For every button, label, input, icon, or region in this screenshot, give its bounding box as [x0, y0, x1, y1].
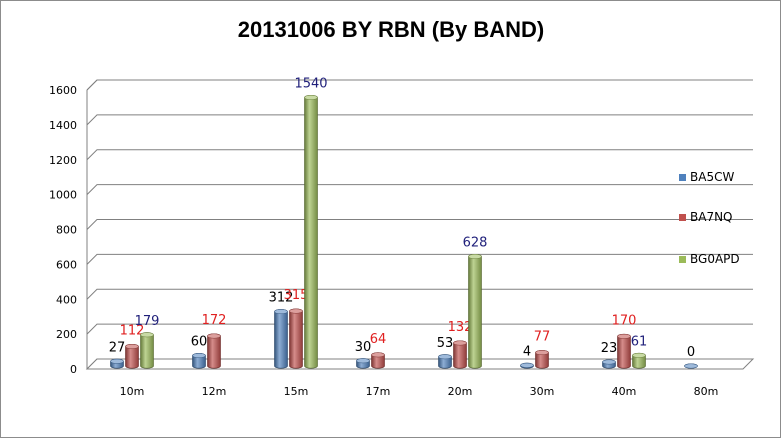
gridline — [86, 184, 753, 195]
bar-top — [207, 333, 221, 339]
y-tick-label: 1400 — [49, 119, 77, 132]
x-tick-label: 10m — [120, 385, 145, 398]
bar — [274, 309, 288, 369]
legend-label: BA5CW — [690, 170, 734, 184]
legend-label: BA7NQ — [690, 210, 733, 224]
y-tick-label: 1600 — [49, 84, 77, 97]
gridline — [86, 149, 753, 161]
y-tick-label: 200 — [56, 328, 77, 341]
bar — [468, 253, 482, 369]
bar — [207, 333, 221, 369]
bar-top — [289, 308, 303, 314]
gridline — [86, 253, 753, 265]
x-tick-label: 17m — [366, 385, 391, 398]
data-label: 179 — [135, 314, 160, 329]
bar-top — [356, 358, 370, 364]
bar-top — [453, 340, 467, 346]
data-label: 77 — [534, 330, 551, 345]
y-tick-label: 1200 — [49, 154, 77, 167]
bar-top — [371, 352, 385, 358]
gridline — [86, 114, 753, 126]
y-tick-label: 800 — [56, 224, 77, 237]
data-label: 64 — [370, 332, 387, 347]
x-tick-label: 40m — [612, 385, 637, 398]
bar-top — [468, 254, 482, 259]
bar — [304, 94, 318, 369]
chart-title: 20131006 BY RBN (By BAND) — [238, 17, 545, 42]
data-label: 4 — [523, 344, 531, 359]
bar-top — [520, 362, 534, 368]
data-label: 628 — [463, 235, 488, 250]
legend-label: BG0APD — [690, 252, 740, 266]
y-tick-label: 0 — [70, 363, 77, 376]
bar-top — [602, 359, 616, 365]
y-tick-label: 400 — [56, 293, 77, 306]
bar-top — [192, 353, 206, 358]
legend-swatch — [679, 214, 686, 221]
bar-top — [535, 350, 549, 356]
bar-top — [632, 352, 646, 358]
data-label: 23 — [601, 341, 618, 356]
y-tick-label: 1000 — [49, 189, 77, 202]
data-label: 61 — [631, 334, 648, 349]
legend-swatch — [679, 256, 686, 263]
data-label: 170 — [612, 313, 637, 328]
x-tick-label: 80m — [694, 385, 719, 398]
data-label: 0 — [687, 345, 695, 360]
bar — [140, 332, 154, 369]
data-label: 172 — [202, 313, 227, 328]
bar-top — [617, 333, 631, 339]
bar-top — [438, 354, 452, 360]
legend: BA5CW BA7NQ BG0APD — [679, 170, 740, 266]
x-tick-label: 12m — [202, 385, 227, 398]
data-label: 53 — [437, 336, 454, 351]
gridline — [86, 323, 753, 335]
data-label: 112 — [120, 323, 145, 338]
data-label: 132 — [448, 320, 473, 335]
gridline — [86, 219, 753, 230]
bar-top — [304, 95, 318, 100]
x-tick-label: 30m — [530, 385, 555, 398]
data-label: 312 — [269, 291, 294, 306]
data-label: 315 — [284, 288, 309, 303]
legend-swatch — [679, 174, 686, 181]
data-label: 27 — [109, 340, 126, 355]
data-label: 1540 — [294, 76, 327, 91]
gridline — [86, 288, 753, 300]
y-tick-label: 600 — [56, 258, 77, 271]
x-tick-label: 15m — [284, 385, 309, 398]
bar-top — [125, 344, 139, 349]
data-label: 60 — [191, 335, 208, 350]
bar-top — [110, 358, 124, 364]
bar-top — [140, 332, 154, 338]
bar-top — [274, 309, 288, 315]
bar-top — [684, 363, 698, 369]
bar — [289, 308, 303, 369]
data-label: 30 — [355, 340, 372, 355]
bar — [617, 333, 631, 369]
floor — [85, 358, 755, 370]
x-tick-label: 20m — [448, 385, 473, 398]
plot-area: 0200400600800100012001400160010m27112179… — [49, 76, 755, 398]
gridline — [86, 79, 753, 91]
